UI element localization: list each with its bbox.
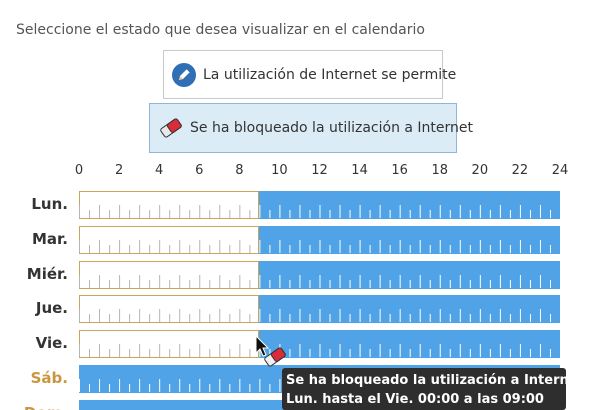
hour-label: 18 xyxy=(431,163,449,178)
hour-label: 0 xyxy=(74,163,84,178)
allowed-time-segment[interactable] xyxy=(79,330,260,358)
day-label: Dom. xyxy=(24,404,68,410)
day-schedule-row[interactable] xyxy=(79,226,560,254)
schedule-tooltip: Se ha bloqueado la utilización a Interne… xyxy=(282,368,566,410)
day-label: Jue. xyxy=(35,299,68,317)
allowed-time-segment[interactable] xyxy=(79,226,260,254)
block-mode-button[interactable]: Se ha bloqueado la utilización a Interne… xyxy=(149,103,473,153)
blocked-time-segment[interactable] xyxy=(259,295,560,323)
allowed-time-segment[interactable] xyxy=(79,261,260,289)
blocked-time-segment[interactable] xyxy=(259,226,560,254)
day-label: Lun. xyxy=(31,195,68,213)
hour-label: 16 xyxy=(391,163,408,178)
tooltip-line-1: Se ha bloqueado la utilización a Interne… xyxy=(286,373,566,388)
hour-label: 6 xyxy=(195,163,204,178)
blocked-time-segment[interactable] xyxy=(259,261,560,289)
blocked-time-segment[interactable] xyxy=(259,191,560,219)
day-schedule-row[interactable] xyxy=(79,295,560,323)
eraser-cursor-icon xyxy=(255,334,289,375)
hour-label: 20 xyxy=(471,163,489,178)
day-label: Mar. xyxy=(31,230,68,248)
pencil-icon xyxy=(171,62,197,88)
instruction-text: Seleccione el estado que desea visualiza… xyxy=(16,22,425,38)
hour-label: 2 xyxy=(114,163,124,178)
day-label: Vie. xyxy=(35,334,68,352)
day-label: Miér. xyxy=(26,265,68,283)
eraser-icon xyxy=(158,117,184,139)
allowed-time-segment[interactable] xyxy=(79,295,260,323)
blocked-time-segment[interactable] xyxy=(259,330,560,358)
day-schedule-row[interactable] xyxy=(79,191,560,219)
hour-label: 22 xyxy=(511,163,529,178)
hour-label: 4 xyxy=(155,163,164,178)
block-mode-label: Se ha bloqueado la utilización a Interne… xyxy=(190,120,474,136)
allow-mode-label: La utilización de Internet se permite xyxy=(203,66,457,83)
hour-label: 10 xyxy=(271,163,288,178)
day-schedule-row[interactable] xyxy=(79,261,560,289)
hour-label: 14 xyxy=(351,163,368,178)
day-label: Sáb. xyxy=(30,369,68,387)
allow-mode-button[interactable]: La utilización de Internet se permite xyxy=(163,50,456,99)
hour-label: 8 xyxy=(235,163,244,178)
hour-label: 12 xyxy=(311,163,328,178)
day-schedule-row[interactable] xyxy=(79,330,560,358)
allowed-time-segment[interactable] xyxy=(79,191,260,219)
tooltip-line-2: Lun. hasta el Vie. 00:00 a las 09:00 xyxy=(286,392,544,407)
hour-label: 24 xyxy=(551,163,569,178)
